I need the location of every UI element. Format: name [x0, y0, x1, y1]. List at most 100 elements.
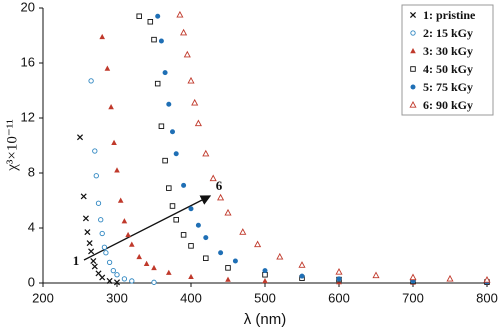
y-axis-label: χ³×10⁻¹¹ [4, 119, 20, 172]
data-point [95, 200, 102, 206]
data-point [121, 276, 128, 282]
x-tick-label: 700 [402, 290, 424, 305]
legend-label: 1: pristine [423, 8, 476, 22]
data-point [129, 241, 135, 247]
data-point [239, 228, 247, 235]
legend-label: 6: 90 kGy [423, 98, 473, 112]
data-point [88, 78, 94, 84]
data-point [203, 255, 209, 261]
data-point [187, 76, 195, 84]
data-point [114, 167, 120, 173]
legend-marker [410, 66, 416, 72]
data-point [88, 248, 95, 255]
arrow [83, 195, 212, 261]
x-tick-label: 500 [254, 290, 276, 305]
data-point [262, 272, 268, 278]
data-point [104, 65, 111, 71]
data-point [129, 278, 135, 284]
data-point [169, 203, 176, 209]
data-point [106, 277, 113, 284]
data-point [335, 268, 343, 275]
data-point [147, 19, 154, 25]
data-point [114, 272, 120, 278]
data-point [158, 38, 164, 44]
data-point [92, 148, 98, 154]
data-point [113, 279, 121, 286]
data-point [176, 10, 184, 18]
data-point [162, 157, 168, 164]
data-point [86, 240, 93, 247]
data-point [217, 193, 225, 201]
data-point [158, 123, 165, 129]
data-point [82, 215, 89, 222]
data-point [299, 273, 305, 279]
data-point [98, 217, 104, 223]
data-point [183, 50, 191, 58]
data-point [121, 218, 128, 224]
data-point [125, 231, 131, 238]
x-axis-label: λ (nm) [244, 311, 287, 328]
data-point [203, 235, 209, 241]
data-point [232, 258, 238, 264]
data-point [194, 119, 202, 127]
data-point [188, 206, 194, 212]
legend-label: 4: 50 kGy [423, 62, 473, 76]
data-point [224, 208, 232, 216]
data-point [155, 13, 161, 19]
data-point [136, 253, 142, 260]
data-point [154, 80, 161, 87]
data-point [99, 274, 106, 281]
data-point [372, 271, 380, 279]
data-point [446, 274, 454, 282]
legend-marker [410, 48, 416, 54]
data-point [195, 222, 201, 228]
data-point [262, 277, 268, 284]
data-point [191, 98, 199, 106]
data-point [136, 13, 142, 19]
y-tick-label: 12 [21, 109, 35, 124]
legend-label: 5: 75 kGy [423, 80, 473, 94]
y-tick-label: 4 [28, 219, 35, 234]
data-point [151, 36, 157, 43]
y-tick-label: 0 [28, 274, 35, 289]
data-point [262, 268, 268, 274]
data-point [218, 250, 224, 256]
annotation: 1 [73, 253, 80, 268]
x-tick-label: 600 [328, 290, 350, 305]
x-tick-label: 200 [32, 290, 54, 305]
data-point [93, 173, 99, 179]
legend-marker [410, 30, 416, 36]
data-point [202, 149, 210, 157]
data-point [166, 101, 172, 107]
data-point [143, 260, 150, 266]
data-point [166, 269, 172, 275]
x-tick-label: 800 [476, 290, 498, 305]
data-point [170, 129, 175, 135]
data-point [117, 197, 124, 203]
data-point [99, 33, 105, 40]
y-tick-label: 8 [28, 164, 35, 179]
data-point [276, 252, 284, 260]
data-point [91, 263, 98, 270]
data-point [80, 193, 87, 200]
data-point [76, 134, 84, 141]
data-point [225, 265, 231, 271]
data-point [110, 267, 116, 274]
data-point [99, 230, 105, 237]
data-point [225, 276, 231, 282]
data-point [209, 174, 217, 182]
data-point [173, 151, 179, 157]
data-point [162, 70, 168, 76]
data-point [166, 185, 172, 191]
data-point [483, 276, 491, 283]
y-tick-label: 20 [21, 0, 35, 14]
x-tick-label: 400 [180, 290, 202, 305]
data-point [151, 279, 157, 285]
data-point [103, 250, 109, 256]
data-point [409, 273, 417, 281]
x-tick-label: 300 [106, 290, 128, 305]
data-point [106, 259, 113, 266]
data-point [111, 139, 117, 145]
data-point [188, 243, 194, 249]
